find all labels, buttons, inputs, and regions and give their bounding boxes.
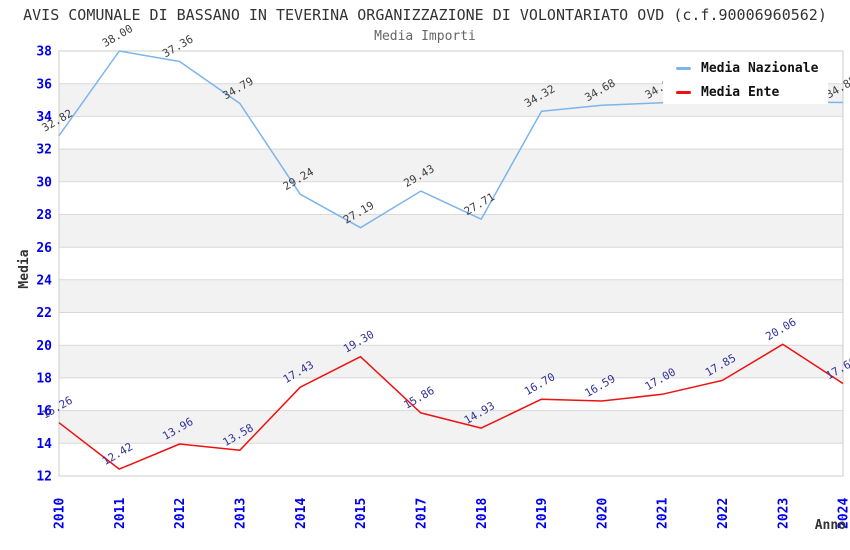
x-axis-title: Anno [815,518,846,533]
chart-subtitle: Media Importi [374,29,476,44]
x-tick-label: 2014 [294,498,309,529]
y-tick-label: 32 [36,143,52,158]
x-tick-label: 2018 [475,498,490,529]
legend-label-media-ente: Media Ente [701,84,780,100]
grid-band [59,279,843,313]
legend-item-media-ente[interactable]: Media Ente [676,85,828,100]
legend-label-media-nazionale: Media Nazionale [701,60,819,76]
y-tick-label: 12 [36,470,52,485]
grid-band [59,149,843,182]
series-line [58,343,844,470]
y-tick-label: 22 [36,306,52,321]
plot-border [58,50,844,477]
x-tick-label: 2017 [414,498,429,529]
y-tick-label: 14 [36,437,52,452]
legend: Media Nazionale Media Ente [663,56,828,104]
y-tick-label: 20 [36,339,52,354]
x-tick-label: 2022 [716,498,731,529]
y-tick-label: 26 [36,241,52,256]
x-tick-label: 2021 [656,498,671,529]
data-label: 38.00 [100,22,135,50]
y-tick-label: 30 [36,175,52,190]
x-tick-label: 2020 [595,498,610,529]
media-nazionale-line-swatch [676,66,691,70]
media-ente-line-swatch [676,90,691,94]
legend-item-media-nazionale[interactable]: Media Nazionale [676,61,828,76]
chart-title: AVIS COMUNALE DI BASSANO IN TEVERINA ORG… [23,6,827,24]
x-tick-label: 2023 [776,498,791,529]
data-label: 20.06 [763,315,798,343]
x-tick-label: 2015 [354,498,369,529]
y-axis-title: Media [17,249,32,288]
y-tick-label: 36 [36,77,52,92]
x-tick-label: 2013 [233,498,248,529]
data-label: 15.86 [401,384,436,412]
data-label: 37.36 [160,33,195,61]
y-tick-label: 28 [36,208,52,223]
grid-band [59,410,843,444]
grid-band [59,345,843,378]
data-label: 27.71 [462,190,497,218]
y-tick-label: 18 [36,371,52,386]
data-label: 12.42 [100,440,135,468]
x-tick-label: 2024 [837,498,850,529]
x-tick-label: 2011 [113,498,128,529]
y-tick-label: 16 [36,404,52,419]
y-tick-label: 34 [36,110,52,125]
x-tick-label: 2019 [535,498,550,529]
x-tick-label: 2010 [53,498,68,529]
y-tick-label: 24 [36,273,52,288]
grid-band [59,214,843,248]
y-tick-label: 38 [36,45,52,60]
x-tick-label: 2012 [173,498,188,529]
